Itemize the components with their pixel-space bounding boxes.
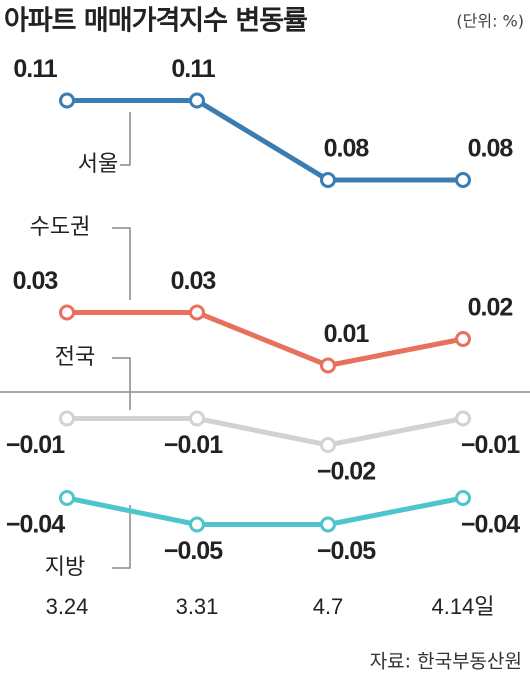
point <box>59 304 75 321</box>
point <box>455 331 471 347</box>
point <box>320 172 336 188</box>
series-line <box>67 310 464 369</box>
source: 자료: 한국부동산원 <box>370 651 522 673</box>
point <box>189 92 205 109</box>
series-name: 서울 <box>78 152 118 177</box>
value-label: −0.01 <box>164 431 223 459</box>
x-tick-label: 3.31 <box>176 594 219 619</box>
point <box>455 172 471 188</box>
value-label: 0.11 <box>13 55 57 83</box>
series-line <box>67 416 464 448</box>
point <box>320 437 336 453</box>
value-label: 0.02 <box>468 294 513 322</box>
value-label: 0.11 <box>171 55 215 83</box>
value-label: 0.08 <box>468 135 514 163</box>
value-label: 0.01 <box>324 320 370 348</box>
point <box>59 410 75 427</box>
series-name: 수도권 <box>30 215 91 240</box>
point <box>320 516 336 533</box>
chart-title: 아파트 매매가격지수 변동률 <box>4 6 307 37</box>
value-label: 0.08 <box>324 135 370 163</box>
series-name: 지방 <box>45 555 85 580</box>
series-name: 전국 <box>55 345 95 370</box>
callout-line <box>112 227 131 300</box>
callout-line <box>120 112 131 166</box>
value-label: −0.02 <box>317 458 375 486</box>
series-line <box>66 495 464 527</box>
point <box>455 410 471 427</box>
value-label: −0.05 <box>164 537 223 565</box>
value-label: 0.03 <box>171 267 216 295</box>
x-tick-label: 3.24 <box>46 594 89 619</box>
point <box>59 490 75 506</box>
point <box>189 304 205 321</box>
series-line <box>67 98 463 183</box>
point <box>189 516 205 533</box>
point <box>455 490 471 506</box>
value-label: 0.03 <box>13 267 58 295</box>
point <box>59 92 75 109</box>
x-tick-label: 4.14일 <box>431 594 494 619</box>
value-label: −0.01 <box>461 431 520 459</box>
value-label: −0.01 <box>6 431 65 459</box>
callout-line <box>112 505 131 569</box>
unit-note: (단위: %) <box>456 12 524 31</box>
callout-line <box>112 357 131 410</box>
point <box>189 410 205 427</box>
value-label: −0.04 <box>461 511 520 539</box>
value-label: −0.04 <box>6 511 65 539</box>
value-label: −0.05 <box>317 537 376 565</box>
x-tick-label: 4.7 <box>313 594 344 619</box>
point <box>320 357 336 374</box>
